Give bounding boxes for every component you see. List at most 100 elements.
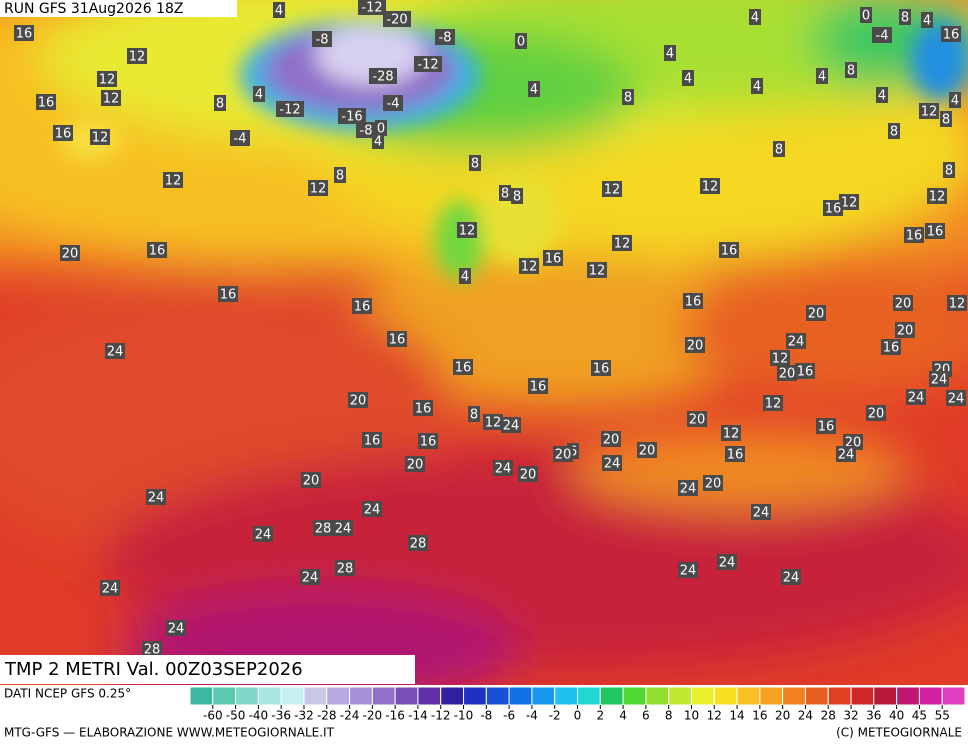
temperature-label: 20 [350, 394, 367, 409]
temperature-label: 8 [890, 125, 898, 140]
temperature-label: 16 [927, 225, 944, 240]
label-box [372, 133, 384, 149]
colorbar-tick-label: -28 [317, 709, 337, 723]
temperature-label: 4 [461, 270, 469, 285]
label-box [483, 414, 503, 430]
temperature-label: 8 [471, 157, 479, 172]
temperature-label: 8 [624, 91, 632, 106]
temperature-label: 24 [503, 419, 520, 434]
label-box [334, 167, 346, 183]
label-box [845, 62, 857, 78]
colorbar-tick-label: -2 [549, 709, 561, 723]
temperature-label: 12 [103, 92, 120, 107]
label-box [375, 120, 387, 136]
temperature-label: 0 [377, 122, 385, 137]
colorbar-tick-label: -8 [480, 709, 492, 723]
temperature-label: 16 [530, 380, 547, 395]
temperature-label: 24 [364, 503, 381, 518]
label-box [493, 460, 513, 476]
label-box [142, 641, 162, 657]
label-box [725, 446, 745, 462]
colorbar-swatch [485, 686, 510, 706]
label-box [721, 425, 741, 441]
label-box [943, 162, 955, 178]
temperature-label: 20 [639, 444, 656, 459]
label-box [383, 11, 411, 27]
temperature-label: 12 [723, 427, 740, 442]
colorbar-tick-label: 4 [619, 709, 627, 723]
label-box [413, 400, 433, 416]
temperature-label: 20 [603, 433, 620, 448]
label-box [230, 130, 250, 146]
temperature-label: 16 [797, 365, 814, 380]
label-box [519, 258, 539, 274]
colorbar-swatch [417, 686, 442, 706]
label-box [387, 331, 407, 347]
temperature-label: 8 [470, 408, 478, 423]
label-box [602, 455, 622, 471]
temperature-label: 16 [883, 341, 900, 356]
temperature-label: 16 [55, 127, 72, 142]
temperature-label: -12 [417, 58, 438, 73]
colorbar-swatch [554, 686, 578, 706]
label-box [36, 94, 56, 110]
label-box [276, 101, 304, 117]
colorbar-swatch [394, 686, 419, 706]
label-box [553, 446, 573, 462]
temperature-label: -8 [360, 124, 373, 139]
label-box [751, 78, 763, 94]
temperature-label: 12 [459, 224, 476, 239]
temperature-label: 4 [878, 89, 886, 104]
temperature-label: -8 [439, 31, 452, 46]
label-box [751, 504, 771, 520]
colorbar-tick-label: 10 [684, 709, 699, 723]
colorbar-swatch [759, 686, 784, 706]
label-box [770, 350, 790, 366]
label-box [941, 26, 961, 42]
temperature-label: 20 [705, 477, 722, 492]
label-box [333, 520, 353, 536]
temperature-label: 16 [818, 420, 835, 435]
temperature-label: 12 [604, 183, 621, 198]
temperature-label: -20 [386, 13, 407, 28]
colorbar-swatch [349, 686, 373, 706]
label-box [14, 25, 34, 41]
label-box [946, 390, 966, 406]
label-box [904, 227, 924, 243]
temperature-label: -8 [316, 33, 329, 48]
label-box [453, 359, 473, 375]
label-box [515, 33, 527, 49]
label-box [719, 242, 739, 258]
label-box [338, 108, 366, 124]
colorbar-swatch [440, 686, 465, 706]
colorbar-tick-label: 6 [642, 709, 650, 723]
label-box [414, 56, 442, 72]
temperature-label: 4 [951, 94, 959, 109]
label-box [622, 89, 634, 105]
temperature-label: 4 [374, 135, 382, 150]
label-box [781, 569, 801, 585]
temperature-label: 4 [751, 11, 759, 26]
temperature-label: 24 [783, 571, 800, 586]
label-box [949, 92, 961, 108]
temperature-label: 12 [589, 264, 606, 279]
label-box [700, 178, 720, 194]
temperature-label: 24 [948, 392, 965, 407]
title-box [0, 655, 415, 684]
temperature-label: 24 [148, 491, 165, 506]
label-box [405, 456, 425, 472]
label-box [940, 111, 952, 127]
temperature-label: 12 [929, 190, 946, 205]
temperature-label: 20 [808, 307, 825, 322]
colorbar-tick-label: 55 [935, 709, 950, 723]
temperature-label: -4 [387, 97, 400, 112]
temperature-label: 8 [942, 113, 950, 128]
colorbar-tick-label: -36 [271, 709, 291, 723]
label-box [806, 305, 826, 321]
label-box [100, 580, 120, 596]
temperature-label: 20 [520, 468, 537, 483]
colorbar-swatch [736, 686, 761, 706]
temperature-label: -28 [372, 70, 393, 85]
temperature-label: 4 [530, 83, 538, 98]
